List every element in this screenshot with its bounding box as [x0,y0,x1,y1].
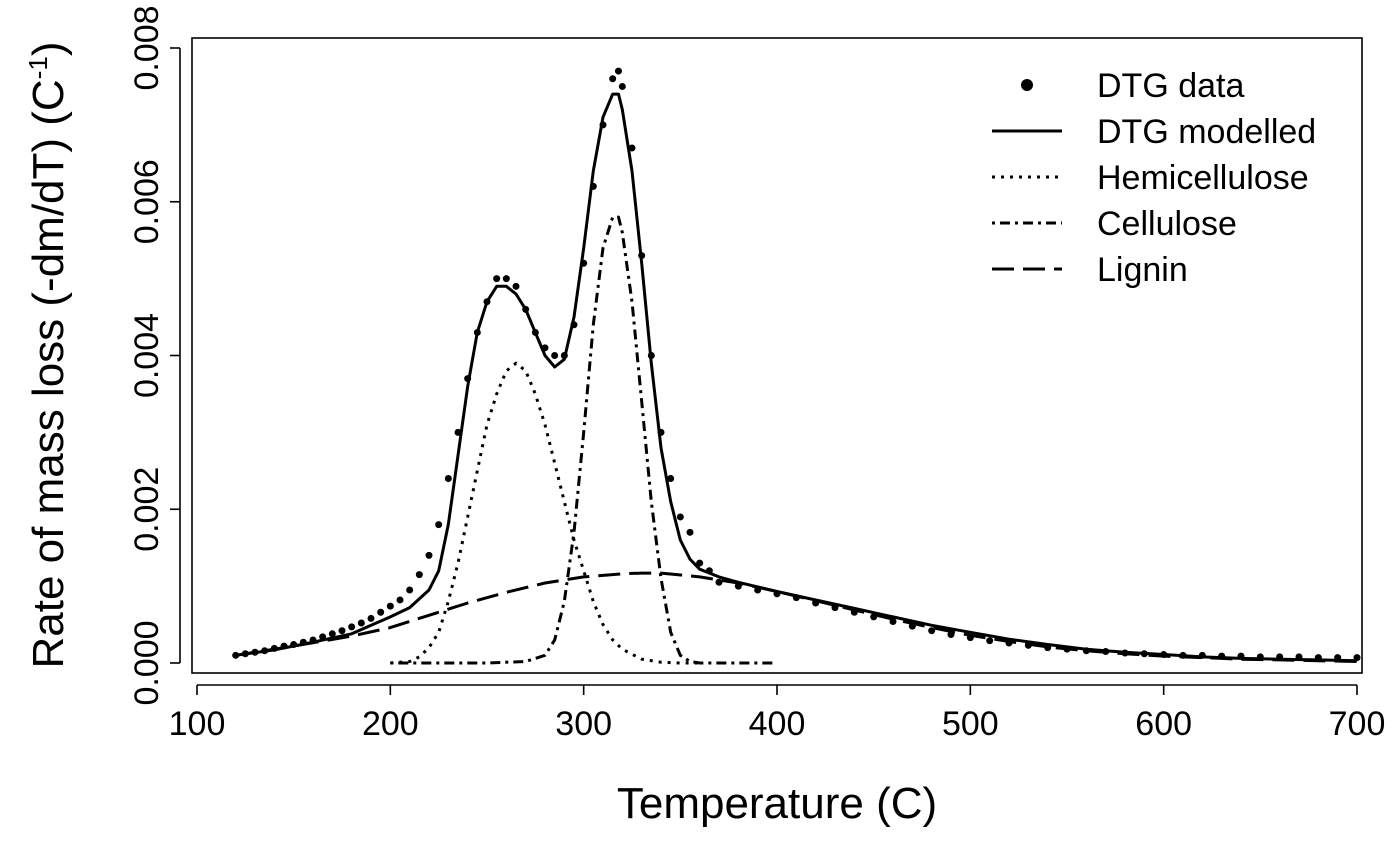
x-tick-label: 300 [555,705,612,743]
series-line-lignin [235,571,1358,663]
data-point [551,352,559,359]
data-point [667,475,675,482]
data-point [502,275,510,283]
data-point [377,608,385,616]
data-point [614,67,622,75]
series-layer [232,67,1361,665]
x-axis-label: Temperature (C) [617,779,937,828]
legend-label-dtg-modelled: DTG modelled [1097,113,1316,151]
x-tick-label: 500 [942,705,999,743]
data-point [406,586,414,594]
x-tick-label: 600 [1135,705,1192,743]
legend-label-lignin: Lignin [1097,251,1188,289]
y-tick-label: 0.006 [128,159,166,244]
data-point [618,82,626,90]
data-point [444,475,452,482]
y-axis: 0.000 0.002 0.004 0.006 0.008 [128,5,181,706]
legend: DTG data DTG modelled Hemicellulose Cell… [992,67,1316,289]
data-point [386,602,394,610]
x-axis: 100 200 300 400 500 600 700 [169,684,1386,743]
plot-frame [191,37,1363,674]
y-tick-label: 0.008 [128,5,166,90]
data-point [357,619,365,627]
legend-label-dtg-data: DTG data [1097,67,1244,105]
data-point [367,614,375,622]
y-tick-label: 0.002 [128,467,166,552]
x-tick-label: 700 [1329,705,1386,743]
data-point [686,528,694,536]
legend-label-hemicellulose: Hemicellulose [1097,159,1309,197]
data-point [328,630,336,638]
data-point [715,578,723,586]
x-tick-label: 100 [169,705,226,743]
data-point [425,551,433,559]
data-point [512,282,520,290]
y-axis-label-superscript: -1 [23,56,53,79]
data-point [609,75,617,83]
data-point [628,144,636,152]
data-point [986,637,994,645]
y-axis-label-close: ) [24,42,73,57]
series-line-dtg-modelled [235,92,1358,663]
y-tick-label: 0.004 [128,313,166,398]
data-point [415,571,423,579]
x-tick-label: 400 [749,705,806,743]
y-tick-label: 0.000 [128,620,166,705]
data-point [338,627,346,635]
data-point [676,513,684,521]
series-line-hemicellulose [390,361,700,665]
data-point [493,275,501,283]
y-axis-label-main: Rate of mass loss (-dm/dT) (C [24,79,73,668]
data-point [348,623,356,631]
series-dtg-data [232,67,1361,662]
data-point [435,521,443,529]
legend-marker-dtg-data [1021,79,1033,91]
legend-label-cellulose: Cellulose [1097,205,1237,243]
x-tick-label: 200 [362,705,419,743]
data-point [696,559,704,567]
y-axis-label: Rate of mass loss (-dm/dT) (C-1) [23,42,73,669]
data-point [396,596,404,604]
